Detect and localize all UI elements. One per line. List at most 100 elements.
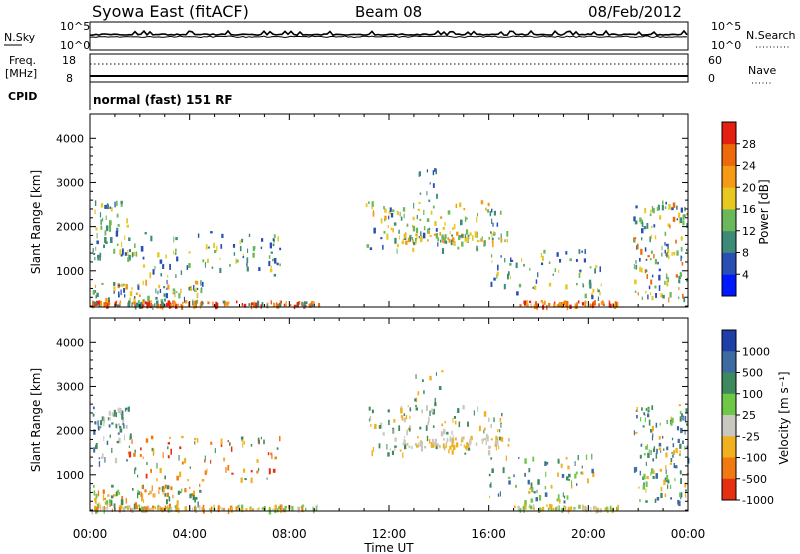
range-gate-cell xyxy=(248,303,251,306)
range-gate-cell xyxy=(466,236,469,243)
range-gate-cell xyxy=(389,448,391,451)
range-gate-cell xyxy=(134,449,136,453)
range-gate-cell xyxy=(599,291,601,296)
range-gate-cell xyxy=(660,450,662,453)
range-gate-cell xyxy=(170,448,172,455)
range-gate-cell xyxy=(496,273,498,279)
range-gate-cell xyxy=(467,421,469,427)
y-tick-label: 3000 xyxy=(56,380,84,393)
range-gate-cell xyxy=(140,301,142,306)
range-gate-cell xyxy=(295,304,297,307)
range-gate-cell xyxy=(276,302,278,308)
range-gate-cell xyxy=(645,481,648,487)
range-gate-cell xyxy=(372,211,375,217)
range-gate-cell xyxy=(371,201,374,207)
range-gate-cell xyxy=(504,239,506,243)
range-gate-cell xyxy=(184,457,187,462)
range-gate-cell xyxy=(150,468,152,473)
range-gate-cell xyxy=(194,300,197,307)
range-gate-cell xyxy=(165,254,167,259)
range-gate-cell xyxy=(607,507,609,514)
range-gate-cell xyxy=(242,253,244,258)
range-gate-cell xyxy=(248,233,251,238)
range-gate-cell xyxy=(490,482,492,488)
range-gate-cell xyxy=(490,438,493,441)
range-gate-cell xyxy=(148,300,151,306)
colorbar-tick-label: 20 xyxy=(742,181,756,194)
range-gate-cell xyxy=(489,495,491,499)
range-gate-cell xyxy=(142,301,144,304)
range-gate-cell xyxy=(315,505,318,512)
range-gate-cell xyxy=(669,224,671,229)
range-gate-cell xyxy=(164,475,166,480)
freq-tick-bottom: 8 xyxy=(66,72,73,85)
range-gate-cell xyxy=(98,300,101,305)
range-gate-cell xyxy=(97,425,100,431)
range-gate-cell xyxy=(169,436,171,439)
range-gate-cell xyxy=(97,490,100,497)
range-gate-cell xyxy=(415,240,417,245)
y-tick-label: 2000 xyxy=(56,425,84,438)
range-gate-cell xyxy=(201,479,205,482)
range-gate-cell xyxy=(176,256,179,262)
range-gate-cell xyxy=(548,507,550,511)
range-gate-cell xyxy=(648,419,651,426)
range-gate-cell xyxy=(119,410,121,414)
range-gate-cell xyxy=(493,277,496,281)
range-gate-cell xyxy=(679,492,682,498)
range-gate-cell xyxy=(427,228,429,234)
range-gate-cell xyxy=(652,476,655,479)
range-gate-cell xyxy=(105,500,108,505)
range-gate-cell xyxy=(257,437,260,443)
range-gate-cell xyxy=(483,411,487,417)
range-gate-cell xyxy=(113,248,116,254)
range-gate-cell xyxy=(129,436,131,441)
range-gate-cell xyxy=(168,496,171,502)
range-gate-cell xyxy=(283,508,287,511)
range-gate-cell xyxy=(273,234,276,239)
range-gate-cell xyxy=(118,303,121,307)
range-gate-cell xyxy=(138,504,141,510)
range-gate-cell xyxy=(678,404,681,407)
range-gate-cell xyxy=(567,465,570,470)
power-y-axis: 1000 2000 3000 4000 xyxy=(56,132,688,307)
range-gate-cell xyxy=(507,443,510,447)
range-gate-cell xyxy=(485,440,487,445)
range-gate-cell xyxy=(656,497,660,501)
range-gate-cell xyxy=(412,226,416,232)
colorbar-swatch xyxy=(722,372,736,395)
range-gate-cell xyxy=(164,298,166,302)
range-gate-cell xyxy=(104,237,107,243)
range-gate-cell xyxy=(685,492,687,498)
range-gate-cell xyxy=(180,303,182,308)
range-gate-cell xyxy=(236,505,238,511)
range-gate-cell xyxy=(99,252,102,258)
range-gate-cell xyxy=(106,303,109,309)
range-gate-cell xyxy=(96,240,99,245)
range-gate-cell xyxy=(491,218,493,224)
range-gate-cell xyxy=(530,482,533,489)
range-gate-cell xyxy=(477,212,478,217)
range-gate-cell xyxy=(92,302,95,308)
range-gate-cell xyxy=(298,507,300,513)
range-gate-cell xyxy=(193,304,196,309)
range-gate-cell xyxy=(655,473,658,479)
range-gate-cell xyxy=(172,288,176,292)
range-gate-cell xyxy=(374,423,377,429)
range-gate-cell xyxy=(546,462,549,465)
range-gate-cell xyxy=(226,302,229,306)
range-gate-cell xyxy=(113,503,116,509)
range-gate-cell xyxy=(256,470,259,474)
range-gate-cell xyxy=(388,215,390,220)
range-gate-cell xyxy=(647,255,650,258)
range-gate-cell xyxy=(240,436,244,440)
range-gate-cell xyxy=(253,304,256,308)
range-gate-cell xyxy=(227,465,230,471)
range-gate-cell xyxy=(641,296,644,300)
range-gate-cell xyxy=(652,433,654,437)
range-gate-cell xyxy=(404,443,407,450)
range-gate-cell xyxy=(174,290,176,295)
range-gate-cell xyxy=(483,429,485,434)
range-gate-cell xyxy=(558,499,561,504)
range-gate-cell xyxy=(148,506,150,510)
